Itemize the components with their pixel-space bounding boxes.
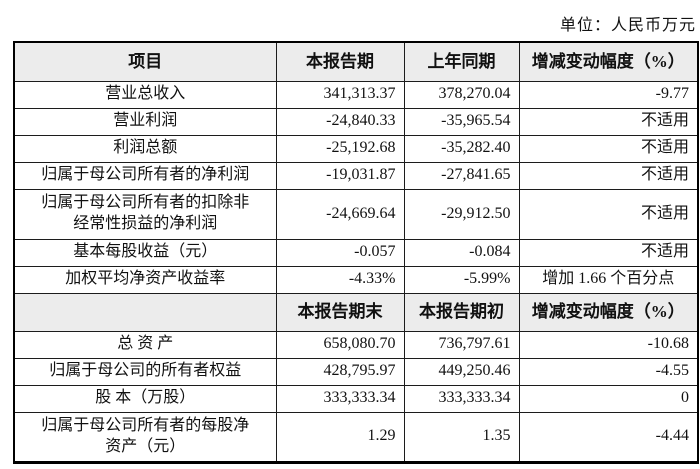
item-label-cell: 营业利润: [13, 107, 277, 136]
current-value-cell: -24,669.64: [275, 188, 405, 240]
change-value-cell: 不适用: [518, 188, 699, 240]
table-header-row: 项目 本报告期 上年同期 增减变动幅度（%）: [13, 41, 699, 82]
table-row: 归属于母公司所有者的每股净 资产（元） 1.29 1.35 -4.44: [13, 411, 699, 463]
item-label-cell: 利润总额: [13, 134, 277, 163]
table-row: 营业总收入 341,313.37 378,270.04 -9.77: [13, 80, 699, 109]
table-row: 总 资 产 658,080.70 736,797.61 -10.68: [13, 330, 699, 359]
table-row: 归属于母公司的所有者权益 428,795.97 449,250.46 -4.55: [13, 357, 699, 386]
current-value-cell: -24,840.33: [275, 107, 405, 136]
change-value-cell: 0: [518, 384, 699, 413]
prior-value-cell: 1.35: [403, 411, 520, 463]
prior-value-cell: -27,841.65: [403, 161, 520, 190]
header-change-pct: 增减变动幅度（%）: [518, 41, 699, 82]
header-empty: [13, 292, 277, 332]
current-value-cell: 333,333.34: [275, 384, 405, 413]
prior-value-cell: -0.084: [403, 238, 520, 267]
prior-value-cell: 736,797.61: [403, 330, 520, 359]
change-value-cell: 不适用: [518, 161, 699, 190]
change-value-cell: -10.68: [518, 330, 699, 359]
change-value-cell: -9.77: [518, 80, 699, 109]
table-row: 营业利润 -24,840.33 -35,965.54 不适用: [13, 107, 699, 136]
section1-rows: 营业总收入 341,313.37 378,270.04 -9.77 营业利润 -24,84…: [13, 80, 699, 294]
table-row: 加权平均净资产收益率 -4.33% -5.99% 增加 1.66 个百分点: [13, 265, 699, 294]
current-value-cell: 428,795.97: [275, 357, 405, 386]
item-label-cell: 归属于母公司所有者的净利润: [13, 161, 277, 190]
prior-value-cell: -35,282.40: [403, 134, 520, 163]
unit-label: 单位：人民币万元: [559, 17, 696, 34]
item-label-cell: 归属于母公司的所有者权益: [13, 357, 277, 386]
prior-value-cell: -29,912.50: [403, 188, 520, 240]
header-current-period: 本报告期: [275, 41, 405, 82]
table-row: 股 本（万股） 333,333.34 333,333.34 0: [13, 384, 699, 413]
item-label-cell: 加权平均净资产收益率: [13, 265, 277, 294]
item-label-cell: 基本每股收益（元）: [13, 238, 277, 267]
change-value-cell: 增加 1.66 个百分点: [518, 265, 699, 294]
prior-value-cell: 449,250.46: [403, 357, 520, 386]
prior-value-cell: -5.99%: [403, 265, 520, 294]
current-value-cell: 658,080.70: [275, 330, 405, 359]
header-period-end: 本报告期末: [275, 292, 405, 332]
prior-value-cell: 378,270.04: [403, 80, 520, 109]
current-value-cell: -4.33%: [275, 265, 405, 294]
item-label-cell: 归属于母公司所有者的每股净 资产（元）: [13, 411, 277, 463]
current-value-cell: -25,192.68: [275, 134, 405, 163]
item-label-cell: 营业总收入: [13, 80, 277, 109]
change-value-cell: 不适用: [518, 238, 699, 267]
header-period-begin: 本报告期初: [403, 292, 520, 332]
financial-summary-table: 项目 本报告期 上年同期 增减变动幅度（%） 营业总收入 341,313.37 37…: [13, 41, 699, 464]
change-value-cell: -4.44: [518, 411, 699, 463]
change-value-cell: -4.55: [518, 357, 699, 386]
change-value-cell: 不适用: [518, 107, 699, 136]
current-value-cell: 1.29: [275, 411, 405, 463]
section2-rows: 总 资 产 658,080.70 736,797.61 -10.68 归属于母公司的所有…: [13, 330, 699, 463]
header-change-pct: 增减变动幅度（%）: [518, 292, 699, 332]
table-row: 基本每股收益（元） -0.057 -0.084 不适用: [13, 238, 699, 267]
section2-header: 本报告期末 本报告期初 增减变动幅度（%）: [13, 292, 699, 332]
header-item: 项目: [13, 41, 277, 82]
item-label-cell: 股 本（万股）: [13, 384, 277, 413]
table-row: 利润总额 -25,192.68 -35,282.40 不适用: [13, 134, 699, 163]
header-prior-period: 上年同期: [403, 41, 520, 82]
table-row: 归属于母公司所有者的净利润 -19,031.87 -27,841.65 不适用: [13, 161, 699, 190]
item-label-cell: 总 资 产: [13, 330, 277, 359]
change-value-cell: 不适用: [518, 134, 699, 163]
current-value-cell: -19,031.87: [275, 161, 405, 190]
table-row: 归属于母公司所有者的扣除非 经常性损益的净利润 -24,669.64 -29,912…: [13, 188, 699, 240]
section1-header: 项目 本报告期 上年同期 增减变动幅度（%）: [13, 41, 699, 82]
table-header-row: 本报告期末 本报告期初 增减变动幅度（%）: [13, 292, 699, 332]
current-value-cell: 341,313.37: [275, 80, 405, 109]
prior-value-cell: 333,333.34: [403, 384, 520, 413]
current-value-cell: -0.057: [275, 238, 405, 267]
item-label-cell: 归属于母公司所有者的扣除非 经常性损益的净利润: [13, 188, 277, 240]
prior-value-cell: -35,965.54: [403, 107, 520, 136]
